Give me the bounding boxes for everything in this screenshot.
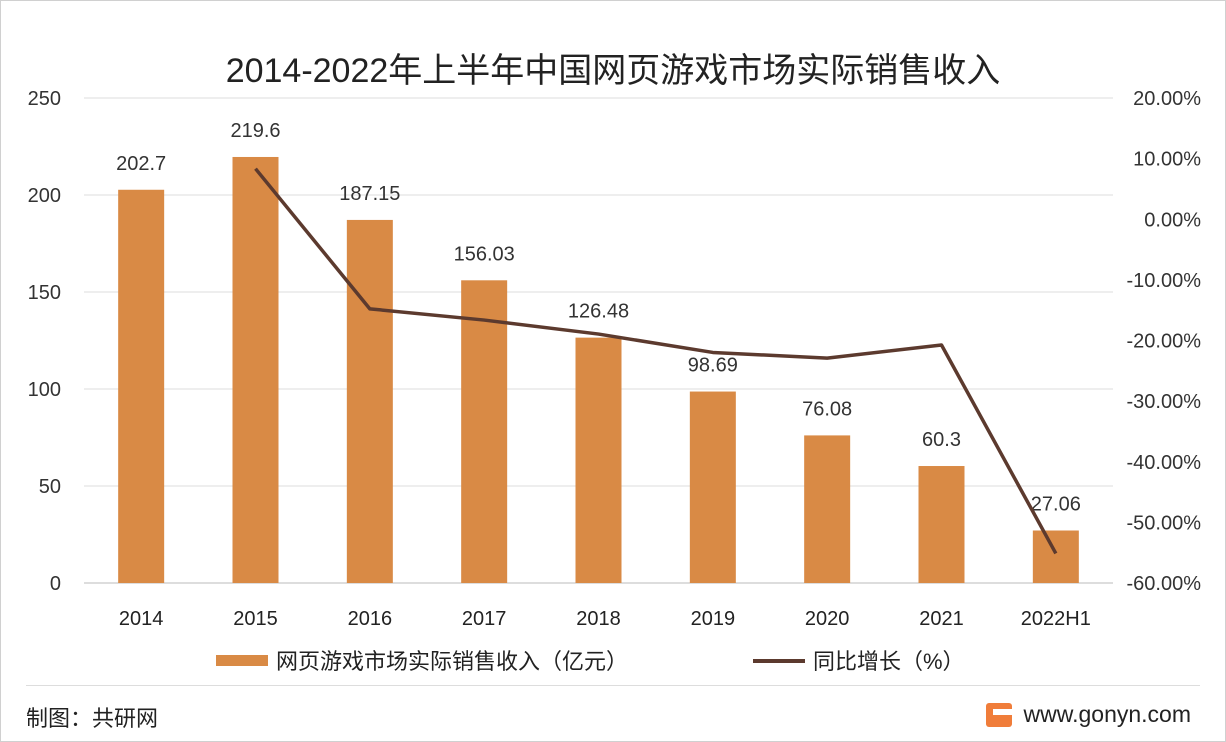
bar-2015 [232, 156, 279, 583]
bar-data-label: 98.69 [688, 355, 738, 377]
x-axis-tick: 2022H1 [1021, 608, 1091, 630]
site-url: www.gonyn.com [1023, 701, 1191, 727]
left-axis-tick: 150 [28, 282, 61, 304]
bar-data-label: 76.08 [802, 398, 852, 420]
footer-divider [26, 685, 1200, 686]
chart-title: 2014-2022年上半年中国网页游戏市场实际销售收入 [225, 52, 1001, 90]
credit-text: 制图：共研网 [26, 706, 159, 731]
bar-2018 [575, 337, 622, 583]
bar-data-label: 60.3 [922, 429, 961, 451]
bar-2016 [346, 219, 393, 583]
bar-2019 [689, 391, 736, 583]
bar-2020 [804, 435, 851, 583]
legend-swatch-bar [216, 655, 268, 666]
bar-data-label: 126.48 [568, 301, 629, 323]
left-axis-tick: 0 [50, 573, 61, 595]
right-axis-tick: 20.00% [1133, 88, 1201, 110]
right-axis-tick: -20.00% [1127, 331, 1202, 353]
x-axis-tick: 2016 [348, 608, 393, 630]
gonyn-logo-icon [985, 702, 1012, 727]
x-axis-tick: 2020 [805, 608, 850, 630]
growth-line [254, 167, 1058, 555]
right-axis-tick: 0.00% [1144, 209, 1201, 231]
left-axis-tick: 50 [39, 476, 61, 498]
left-axis-tick: 100 [28, 379, 61, 401]
right-axis-tick: -50.00% [1127, 512, 1202, 534]
bar-data-label: 27.06 [1031, 494, 1081, 516]
x-axis-tick: 2014 [119, 608, 164, 630]
bar-data-label: 156.03 [454, 243, 515, 265]
left-axis-tick: 200 [28, 185, 61, 207]
bar-data-label: 219.6 [230, 120, 280, 142]
chart-svg: 0 50 100 150 200 250 -60.00% -50.00% -40.00% -30.… [28, 88, 1202, 674]
x-axis-tick: 2019 [691, 608, 736, 630]
legend-label-bar: 网页游戏市场实际销售收入（亿元） [276, 649, 628, 674]
x-axis-tick: 2015 [233, 608, 278, 630]
right-axis-tick: -40.00% [1127, 452, 1202, 474]
bar-data-label: 187.15 [339, 183, 400, 205]
legend-label-line: 同比增长（%） [813, 649, 965, 674]
x-axis-tick: 2017 [462, 608, 507, 630]
x-axis-tick: 2021 [919, 608, 964, 630]
right-axis-tick: -30.00% [1127, 391, 1202, 413]
bar-2017 [461, 280, 508, 583]
left-axis-tick: 250 [28, 88, 61, 110]
right-axis-tick: -60.00% [1127, 573, 1202, 595]
x-axis-tick: 2018 [576, 608, 621, 630]
bar-2022H1 [1032, 530, 1079, 583]
bar-2021 [918, 466, 965, 583]
bar-data-label: 202.7 [116, 153, 166, 175]
site-branding: www.gonyn.com [985, 701, 1191, 728]
bar-2014 [118, 189, 165, 583]
right-axis-tick: 10.00% [1133, 149, 1201, 171]
right-axis-tick: -10.00% [1127, 270, 1202, 292]
